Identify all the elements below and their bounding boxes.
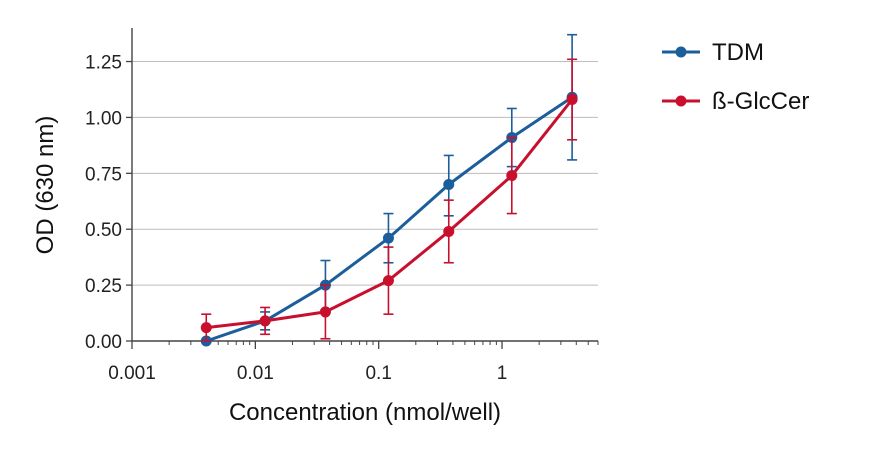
y-tick-label: 0.25 (85, 276, 122, 297)
x-tick-label: 0.01 (237, 363, 274, 384)
legend-entry: ß-GlcCer (662, 88, 809, 115)
grid-lines (132, 61, 598, 286)
data-point (200, 322, 212, 334)
axes: 0.00 0.25 0.50 0.75 1.00 1.25 0.001 0.01 0.1 1 (85, 28, 599, 384)
legend-entry: TDM (662, 39, 764, 66)
data-point (319, 306, 331, 318)
x-axis-label: Concentration (nmol/well) (229, 399, 501, 426)
x-tick-label: 0.1 (365, 363, 391, 384)
data-point (259, 315, 271, 327)
legend-label: TDM (712, 39, 764, 66)
data-point (382, 232, 394, 244)
y-axis-label: OD (630 nm) (32, 116, 59, 255)
legend: TDM ß-GlcCer (662, 39, 809, 115)
y-tick-label: 0.50 (85, 220, 122, 241)
y-tick-label: 0.75 (85, 164, 122, 185)
x-tick-label: 0.001 (108, 363, 156, 384)
y-tick-label: 0.00 (85, 332, 122, 353)
data-point (566, 94, 578, 106)
legend-marker (675, 46, 687, 58)
data-point (506, 170, 518, 182)
data-point (382, 275, 394, 287)
y-tick-label: 1.00 (85, 108, 122, 129)
legend-label: ß-GlcCer (712, 88, 809, 115)
series (200, 33, 578, 347)
data-point (443, 179, 455, 190)
x-tick-label: 1 (497, 363, 508, 384)
legend-marker (675, 95, 687, 107)
data-point (443, 225, 455, 237)
series-ß-GlcCer (200, 58, 578, 342)
y-tick-label: 1.25 (85, 53, 122, 74)
